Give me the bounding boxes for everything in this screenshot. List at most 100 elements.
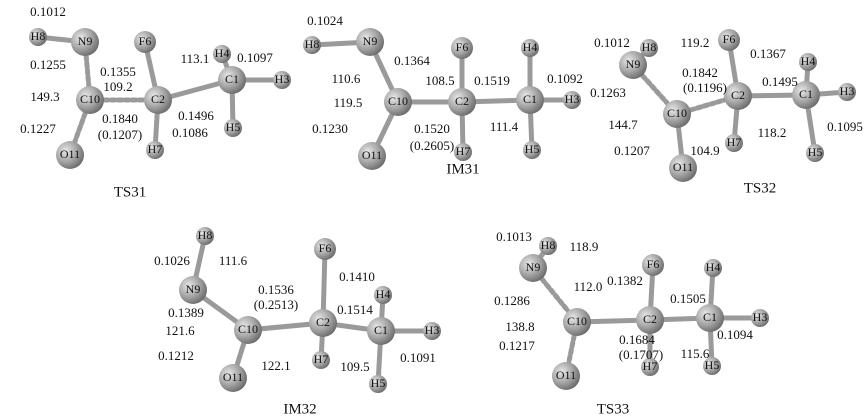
atom-label: C1 — [799, 87, 813, 101]
geometry-label: 0.1410 — [339, 269, 375, 284]
atom-label: F6 — [647, 257, 660, 271]
geometry-label: 0.1840 — [102, 111, 138, 126]
atom-label: H4 — [376, 287, 391, 301]
atom-label: H4 — [215, 46, 230, 60]
geometry-label: 0.1086 — [172, 125, 208, 140]
atom-label: H5 — [808, 145, 823, 159]
geometry-label: 118.2 — [758, 125, 787, 140]
atom-label: N9 — [363, 34, 378, 48]
atom-label: C2 — [643, 312, 657, 326]
atom-label: N9 — [526, 260, 541, 274]
geometry-label: 0.1255 — [30, 57, 66, 72]
geometry-label: 112.0 — [574, 279, 603, 294]
geometry-label: 138.8 — [505, 319, 534, 334]
geometry-label: 0.1263 — [590, 85, 626, 100]
atom-label: O11 — [223, 370, 243, 384]
atom-label: O11 — [60, 147, 80, 161]
molecule-name: TS31 — [114, 184, 147, 200]
atom-label: C2 — [316, 315, 330, 329]
atom-label: C10 — [667, 106, 687, 120]
geometry-label: 0.1097 — [237, 50, 273, 65]
atom-label: H7 — [148, 142, 163, 156]
atom-label: F6 — [139, 34, 152, 48]
atom-label: H5 — [226, 120, 241, 134]
geometry-label: (0.1207) — [98, 127, 142, 142]
atom-label: H7 — [456, 144, 471, 158]
geometry-label: 0.1367 — [750, 46, 786, 61]
atom-label: C1 — [703, 310, 717, 324]
geometry-label: 121.6 — [165, 323, 195, 338]
molecule-name: TS33 — [597, 401, 630, 417]
atom-label: H4 — [706, 260, 721, 274]
atom-label: H3 — [840, 84, 855, 98]
atom-label: C1 — [523, 92, 537, 106]
geometry-label: 119.5 — [334, 95, 363, 110]
atom-label: H4 — [801, 54, 816, 68]
molecule-name: IM32 — [283, 401, 316, 417]
geometry-label: 104.9 — [690, 143, 719, 158]
geometry-label: 0.1536 — [258, 282, 294, 297]
atom-label: C2 — [151, 92, 165, 106]
geometry-label: 109.2 — [103, 79, 132, 94]
geometry-label: 0.1217 — [499, 338, 535, 353]
atom-label: H7 — [727, 135, 742, 149]
geometry-label: (0.1196) — [683, 80, 727, 95]
geometry-label: 0.1355 — [100, 64, 136, 79]
atom-label: C2 — [455, 94, 469, 108]
atom-label: H3 — [425, 323, 440, 337]
molecule-name: TS32 — [744, 180, 777, 196]
geometry-label: 0.1519 — [474, 73, 510, 88]
atom-label: H5 — [371, 376, 386, 390]
geometry-label: 0.1495 — [762, 74, 798, 89]
geometry-label: 0.1026 — [154, 253, 190, 268]
geometry-label: 0.1842 — [682, 65, 718, 80]
atom-label: H5 — [525, 142, 540, 156]
geometry-label: 0.1230 — [312, 121, 348, 136]
molecule: H8N9F6H4C1H3C2C10H5H7O110.10120.12550.13… — [20, 4, 291, 200]
atom-label: O11 — [362, 148, 382, 162]
atom-label: C10 — [80, 92, 100, 106]
geometry-label: 122.1 — [261, 358, 290, 373]
geometry-label: (0.1707) — [619, 347, 663, 362]
geometry-label: 119.2 — [681, 35, 710, 50]
atom-label: C1 — [225, 72, 239, 86]
geometry-label: 0.1514 — [337, 302, 373, 317]
atom-label: H8 — [541, 238, 556, 252]
atom-label: C10 — [238, 322, 258, 336]
geometry-label: 0.1520 — [414, 121, 450, 136]
atom-label: N9 — [186, 282, 201, 296]
geometry-label: 0.1496 — [178, 108, 214, 123]
atom-label: C1 — [374, 323, 388, 337]
geometry-label: (0.2605) — [410, 138, 454, 153]
geometry-label: 0.1024 — [307, 13, 343, 28]
geometry-label: 113.1 — [181, 51, 210, 66]
atom-label: H3 — [753, 310, 768, 324]
geometry-label: 0.1094 — [717, 327, 753, 342]
geometry-label: 0.1505 — [670, 291, 706, 306]
geometry-label: 0.1092 — [547, 71, 583, 86]
geometry-label: 118.9 — [570, 239, 599, 254]
geometry-label: 0.1012 — [594, 35, 630, 50]
molecule-name: IM31 — [446, 161, 479, 177]
geometry-label: 0.1382 — [607, 273, 643, 288]
geometry-label: 111.4 — [490, 119, 519, 134]
geometry-label: 109.5 — [340, 359, 369, 374]
geometry-label: 0.1207 — [614, 143, 650, 158]
geometry-label: 111.6 — [219, 253, 248, 268]
atom-label: F6 — [319, 241, 332, 255]
atom-label: H8 — [642, 40, 657, 54]
atom-label: F6 — [456, 40, 469, 54]
geometry-label: 0.1095 — [827, 119, 863, 134]
geometry-label: 108.5 — [425, 73, 454, 88]
geometry-label: 0.1212 — [158, 348, 194, 363]
geometry-label: 0.1227 — [20, 121, 56, 136]
geometry-label: 149.3 — [30, 89, 59, 104]
atom-label: H8 — [198, 228, 213, 242]
geometry-label: 115.6 — [681, 346, 710, 361]
atom-label: C2 — [731, 88, 745, 102]
atom-label: O11 — [556, 368, 576, 382]
atom-label: O11 — [673, 160, 693, 174]
atom-label: H8 — [305, 37, 320, 51]
atom-label: H4 — [523, 40, 538, 54]
